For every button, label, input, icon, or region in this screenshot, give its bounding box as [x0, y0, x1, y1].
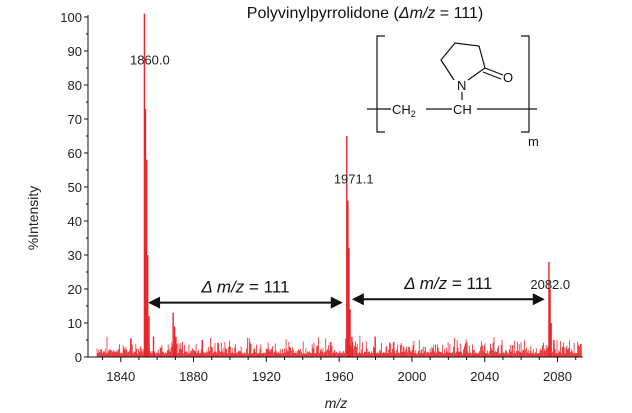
- peak-label: 1860.0: [130, 53, 170, 68]
- y-axis-title: %Intensity: [25, 186, 41, 251]
- x-tick-label: 2000: [397, 369, 426, 384]
- delta-arrow-head-left: [148, 297, 160, 309]
- oxygen-label: O: [503, 70, 513, 85]
- y-tick-label: 60: [68, 146, 82, 161]
- y-tick-label: 30: [68, 248, 82, 263]
- structure-right-bracket: [521, 36, 529, 132]
- ch2-label: CH2: [392, 102, 416, 119]
- peak-label: 1971.1: [334, 172, 374, 187]
- x-tick-label: 1840: [106, 369, 135, 384]
- noise-trace: [97, 336, 581, 357]
- x-tick-label: 2080: [543, 369, 572, 384]
- peak-label: 2082.0: [530, 277, 570, 292]
- y-tick-label: 40: [68, 214, 82, 229]
- pvp-structure-diagram: CH2 CH N O m: [367, 36, 539, 149]
- nitrogen-label: N: [457, 78, 466, 93]
- delta-arrow-head-right: [533, 293, 545, 305]
- x-tick-label: 1960: [325, 369, 354, 384]
- chart-title: Polyvinylpyrrolidone (Δm/z = 111): [247, 5, 483, 22]
- y-tick-label: 90: [68, 44, 82, 59]
- y-tick-label: 70: [68, 112, 82, 127]
- y-axis-ticks: 0 10 20 30 40 50 60 70 80 90 100: [60, 10, 88, 365]
- repeat-m-label: m: [528, 134, 539, 149]
- y-tick-label: 20: [68, 282, 82, 297]
- x-tick-label: 2040: [470, 369, 499, 384]
- structure-left-bracket: [377, 36, 385, 132]
- delta-arrow-head-right: [331, 297, 343, 309]
- y-tick-label: 10: [68, 316, 82, 331]
- y-tick-label: 100: [60, 10, 82, 25]
- y-tick-label: 50: [68, 180, 82, 195]
- y-tick-label: 0: [75, 350, 82, 365]
- ch-label: CH: [453, 102, 472, 117]
- delta-mz-label: Δ m/z = 111: [200, 278, 289, 297]
- delta-arrow-head-left: [352, 293, 364, 305]
- x-tick-label: 1880: [179, 369, 208, 384]
- x-axis-ticks: 1840 1880 1920 1960 2000 2040 2080: [103, 357, 576, 384]
- x-axis-title: m/z: [325, 395, 348, 411]
- y-tick-label: 80: [68, 78, 82, 93]
- peak-labels: 1860.0 1971.1 2082.0: [130, 53, 570, 292]
- x-tick-label: 1920: [252, 369, 281, 384]
- delta-mz-label: Δ m/z = 111: [403, 274, 492, 293]
- pyrrolidone-ring: [441, 43, 485, 80]
- baseline-noise: [97, 336, 581, 357]
